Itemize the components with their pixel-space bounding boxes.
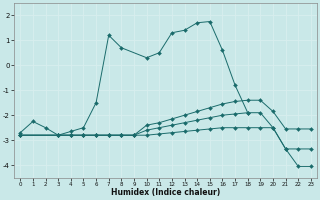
X-axis label: Humidex (Indice chaleur): Humidex (Indice chaleur): [111, 188, 220, 197]
